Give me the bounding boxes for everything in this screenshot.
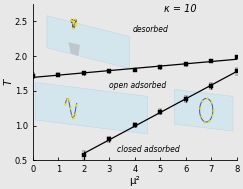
Point <box>74 21 78 24</box>
Text: closed adsorbed: closed adsorbed <box>117 145 180 154</box>
Point <box>209 101 213 104</box>
Point <box>205 97 209 100</box>
Point <box>198 107 202 110</box>
Point <box>73 23 77 26</box>
Y-axis label: T: T <box>3 79 13 85</box>
Point <box>199 115 203 118</box>
Point <box>200 99 204 102</box>
Point <box>73 112 77 115</box>
Point <box>207 119 211 122</box>
Point <box>71 22 75 25</box>
Text: κ = 10: κ = 10 <box>165 4 197 14</box>
Point <box>71 19 75 22</box>
Point <box>74 104 78 107</box>
X-axis label: μ²: μ² <box>130 176 140 186</box>
Point <box>67 99 70 102</box>
Point <box>210 113 214 116</box>
Point <box>70 114 74 117</box>
Text: desorbed: desorbed <box>132 25 168 34</box>
Polygon shape <box>174 89 233 131</box>
Point <box>69 19 73 22</box>
Text: open adsorbed: open adsorbed <box>109 81 167 90</box>
Polygon shape <box>35 82 148 134</box>
Point <box>68 106 72 109</box>
Point <box>71 26 75 29</box>
Polygon shape <box>69 42 80 56</box>
Polygon shape <box>47 16 130 69</box>
Point <box>71 116 75 119</box>
Point <box>63 102 67 105</box>
Point <box>65 97 69 100</box>
Point <box>211 109 215 112</box>
Point <box>73 18 77 21</box>
Point <box>74 21 78 24</box>
Point <box>202 120 206 123</box>
